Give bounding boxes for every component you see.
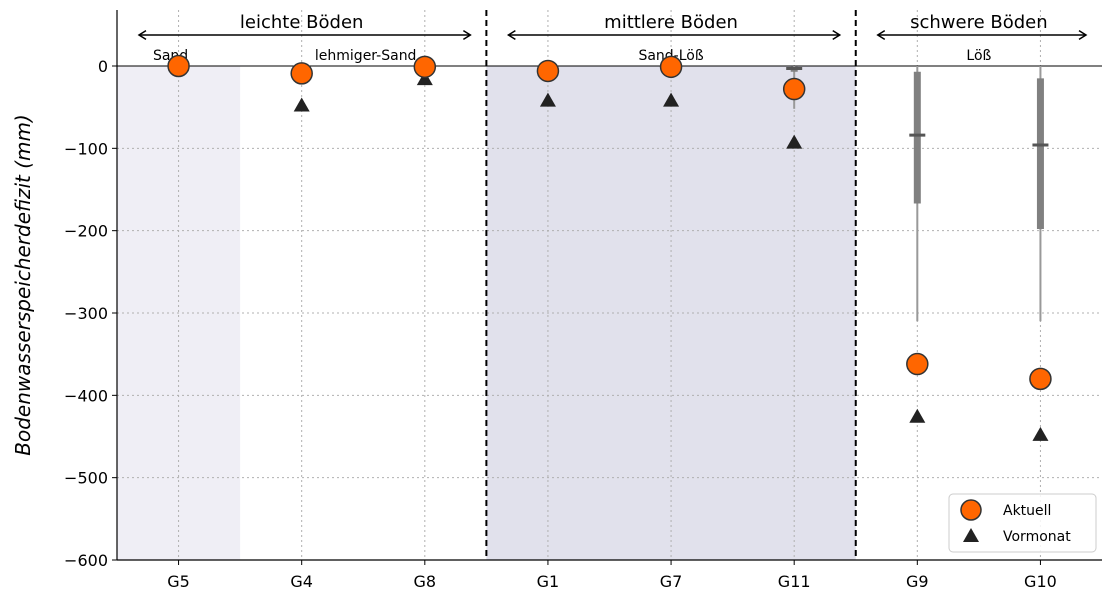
point-aktuell [782, 77, 806, 101]
point-aktuell [1029, 367, 1052, 391]
y-tick-label: −200 [64, 222, 108, 241]
point-aktuell [167, 54, 190, 78]
point-vormonat [416, 71, 433, 86]
x-tick-label: G4 [290, 572, 313, 589]
legend-label-aktuell: Aktuell [1003, 503, 1051, 519]
group-arrow-right [832, 29, 842, 41]
point-vormonat [539, 92, 556, 107]
point-vormonat [909, 408, 926, 423]
y-tick-label: −300 [64, 304, 108, 323]
legend-marker-vormonat [963, 528, 979, 542]
group-arrow-left [506, 29, 516, 41]
group-label: schwere Böden [910, 12, 1048, 33]
x-tick-label: G10 [1024, 572, 1057, 589]
legend-marker-aktuell [960, 499, 982, 521]
y-tick-label: −100 [64, 139, 108, 158]
soil-type-label: Löß [966, 48, 991, 64]
group-arrow-left [876, 29, 886, 41]
x-tick-label: G9 [906, 572, 929, 589]
point-vormonat [1032, 426, 1049, 441]
group-arrow-left [137, 29, 147, 41]
point-aktuell [413, 55, 437, 79]
point-aktuell [659, 55, 683, 79]
box-iqr [1036, 78, 1044, 230]
point-aktuell [906, 352, 929, 376]
point-aktuell [290, 62, 313, 85]
x-tick-label: G11 [778, 572, 811, 589]
group-arrow-right [1078, 29, 1088, 41]
y-tick-label: −600 [64, 551, 108, 570]
x-tick-label: G1 [537, 572, 560, 589]
point-aktuell [536, 59, 560, 83]
y-tick-label: 0 [98, 57, 108, 76]
y-tick-label: −400 [64, 386, 108, 405]
box-iqr [913, 71, 921, 204]
soil-type-label: lehmiger-Sand [315, 48, 417, 64]
point-vormonat [293, 97, 310, 112]
y-tick-label: −500 [64, 469, 108, 488]
group-label: leichte Böden [240, 12, 364, 33]
point-vormonat [786, 134, 803, 149]
x-tick-label: G8 [414, 572, 437, 589]
y-axis-label: Bodenwasserspeicherdefizit (mm) [11, 114, 35, 456]
legend-box [948, 493, 1097, 553]
point-vormonat [663, 92, 680, 107]
group-arrow-right [462, 29, 472, 41]
legend-label-vormonat: Vormonat [1003, 529, 1071, 545]
x-tick-label: G5 [167, 572, 190, 589]
x-tick-label: G7 [660, 572, 683, 589]
group-label: mittlere Böden [604, 12, 738, 33]
